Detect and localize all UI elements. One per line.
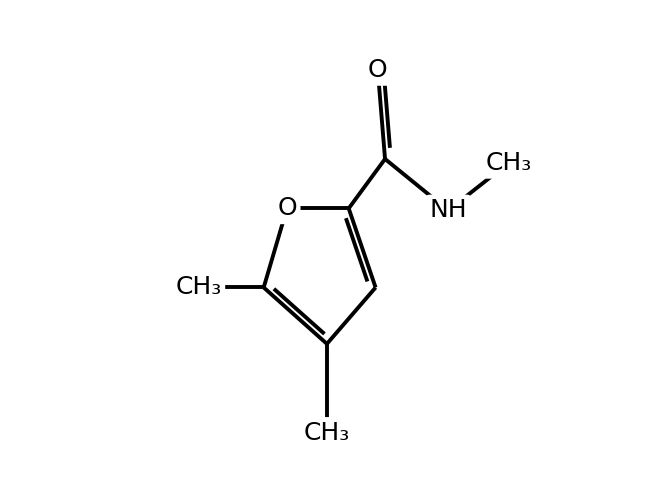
Text: O: O (368, 58, 388, 82)
Text: CH₃: CH₃ (304, 421, 350, 445)
Text: CH₃: CH₃ (485, 151, 532, 175)
Text: NH: NH (430, 199, 467, 223)
Text: CH₃: CH₃ (175, 276, 221, 300)
Text: O: O (277, 196, 297, 221)
